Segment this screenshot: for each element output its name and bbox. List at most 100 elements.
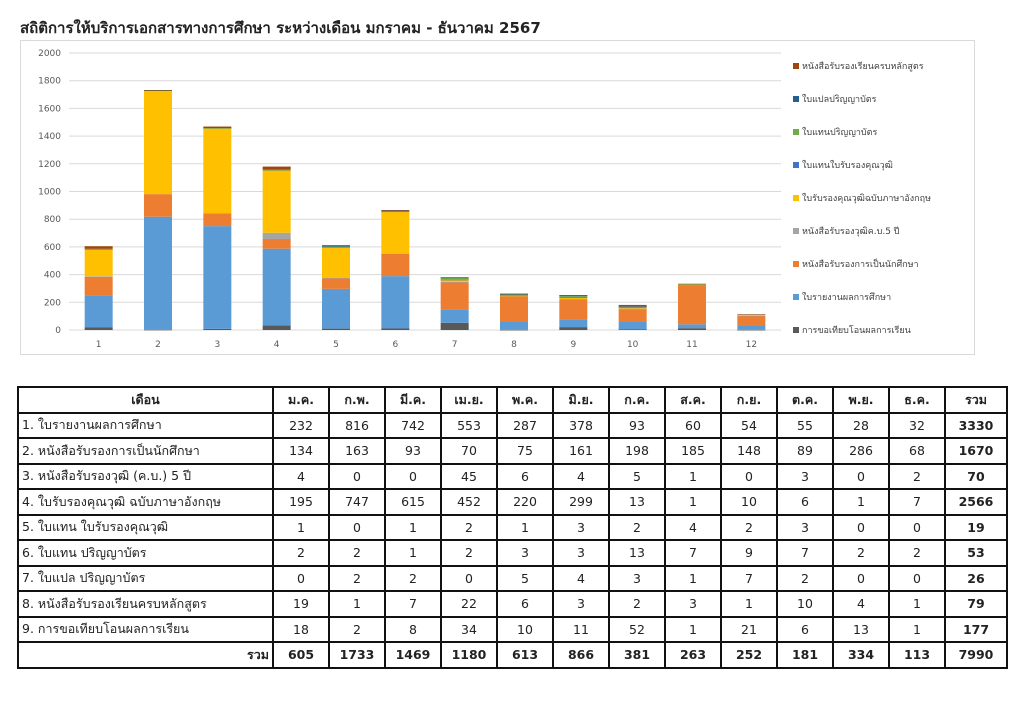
bar-segment — [322, 247, 350, 248]
table-cell: 1 — [664, 488, 722, 516]
table-row: 1. ใบรายงานผลการศึกษา 232 816 742 553 287 378 9… — [17, 411, 1008, 439]
bar-segment — [440, 280, 469, 282]
table-cell: 2 — [272, 539, 330, 567]
bar-segment — [440, 282, 469, 310]
table-cell: 2 — [888, 462, 946, 490]
bar-segment — [440, 322, 469, 330]
table-cell: 299 — [552, 488, 610, 516]
table-cell: 2 — [888, 539, 946, 567]
table-cell: 1 — [664, 615, 722, 643]
table-cell: 263 — [664, 641, 722, 669]
bar-segment — [500, 321, 528, 330]
table-cell: 52 — [608, 615, 666, 643]
table-cell: 2 — [328, 564, 386, 592]
table-cell: 1 — [384, 513, 442, 541]
table-cell: 1 — [720, 590, 778, 618]
x-tick-label: 1 — [96, 340, 102, 350]
bar-segment — [84, 249, 113, 277]
bar-segment — [559, 296, 588, 298]
table-header-row: เดือน ม.ค. ก.พ. มี.ค. เม.ย. พ.ค. มิ.ย. ก.ค. ส.ค.… — [17, 386, 1008, 414]
table-cell: 177 — [944, 615, 1008, 643]
table-cell: 195 — [272, 488, 330, 516]
table-cell: 113 — [888, 641, 946, 669]
bar-segment — [559, 327, 588, 330]
bar-segment — [500, 329, 528, 331]
bar-segment — [322, 245, 350, 247]
bar-segment — [737, 315, 766, 317]
table-cell: 1 — [664, 462, 722, 490]
row-label: 4. ใบรับรองคุณวุฒิ ฉบับภาษาอังกฤษ — [17, 488, 274, 516]
table-cell: 10 — [496, 615, 554, 643]
bar-segment — [322, 328, 350, 330]
table-cell: 134 — [272, 437, 330, 465]
table-cell: 220 — [496, 488, 554, 516]
table-cell: 54 — [720, 411, 778, 439]
table-cell: 19 — [272, 590, 330, 618]
bar-segment — [381, 210, 410, 212]
table-cell: 232 — [272, 411, 330, 439]
bar-segment — [440, 309, 469, 323]
table-row: 3. หนังสือรับรองวุฒิ (ค.บ.) 5 ปี 4 0 0 45 6 4 5… — [17, 462, 1008, 490]
table-cell: 1 — [888, 590, 946, 618]
column-header: เม.ย. — [440, 386, 498, 414]
bar-segment — [84, 248, 113, 250]
table-cell: 2 — [384, 564, 442, 592]
bar-segment — [144, 329, 172, 331]
table-cell: 2 — [608, 513, 666, 541]
bar-segment — [144, 216, 172, 330]
table-cell: 866 — [552, 641, 610, 669]
bar-segment — [144, 90, 172, 195]
table-cell: 19 — [944, 513, 1008, 541]
legend-label: ใบรายงานผลการศึกษา — [802, 292, 891, 303]
y-tick-label: 200 — [44, 298, 61, 308]
table-cell: 1 — [664, 564, 722, 592]
bar-segment — [737, 314, 766, 316]
bar-segment — [440, 281, 469, 283]
table-cell: 75 — [496, 437, 554, 465]
table-cell: 287 — [496, 411, 554, 439]
table-cell: 0 — [888, 564, 946, 592]
table-cell: 163 — [328, 437, 386, 465]
table-cell: 0 — [888, 513, 946, 541]
table-cell: 6 — [496, 590, 554, 618]
bar-segment — [322, 246, 350, 248]
table-cell: 1180 — [440, 641, 498, 669]
bar-segment — [381, 211, 410, 254]
table-cell: 26 — [944, 564, 1008, 592]
table-cell: 28 — [832, 411, 890, 439]
column-header: เดือน — [17, 386, 274, 414]
table-cell: 2 — [776, 564, 834, 592]
row-label: 7. ใบแปล ปริญญาบัตร — [17, 564, 274, 592]
table-cell: 93 — [384, 437, 442, 465]
table-cell: 7 — [720, 564, 778, 592]
table-row: 2. หนังสือรับรองการเป็นนักศึกษา 134 163 93 7… — [17, 437, 1008, 465]
table-cell: 10 — [720, 488, 778, 516]
bar-segment — [678, 284, 706, 285]
table-row: 6. ใบแทน ปริญญาบัตร 2 2 1 2 3 3 13 7 9 7 2 2 53 — [17, 539, 1008, 567]
table-cell: 2 — [832, 539, 890, 567]
table-cell: 21 — [720, 615, 778, 643]
bar-segment — [440, 277, 469, 280]
table-cell: 553 — [440, 411, 498, 439]
bar-segment — [737, 329, 766, 331]
bar-segment — [559, 297, 588, 299]
bar-segment — [618, 329, 647, 330]
bar-segment — [262, 166, 291, 170]
bar-segment — [203, 226, 232, 329]
table-cell: 10 — [776, 590, 834, 618]
bar-segment — [381, 276, 410, 329]
y-tick-label: 2000 — [38, 49, 61, 59]
table-cell: 3330 — [944, 411, 1008, 439]
bar-segment — [500, 293, 528, 295]
y-tick-label: 400 — [44, 271, 61, 281]
table-cell: 60 — [664, 411, 722, 439]
table-cell: 1 — [272, 513, 330, 541]
bar-segment — [618, 309, 647, 322]
legend-swatch — [793, 261, 799, 267]
table-cell: 4 — [664, 513, 722, 541]
row-label: 3. หนังสือรับรองวุฒิ (ค.บ.) 5 ปี — [17, 462, 274, 490]
bar-segment — [678, 284, 706, 325]
row-label: 8. หนังสือรับรองเรียนครบหลักสูตร — [17, 590, 274, 618]
table-cell: 7 — [888, 488, 946, 516]
table-cell: 13 — [608, 539, 666, 567]
